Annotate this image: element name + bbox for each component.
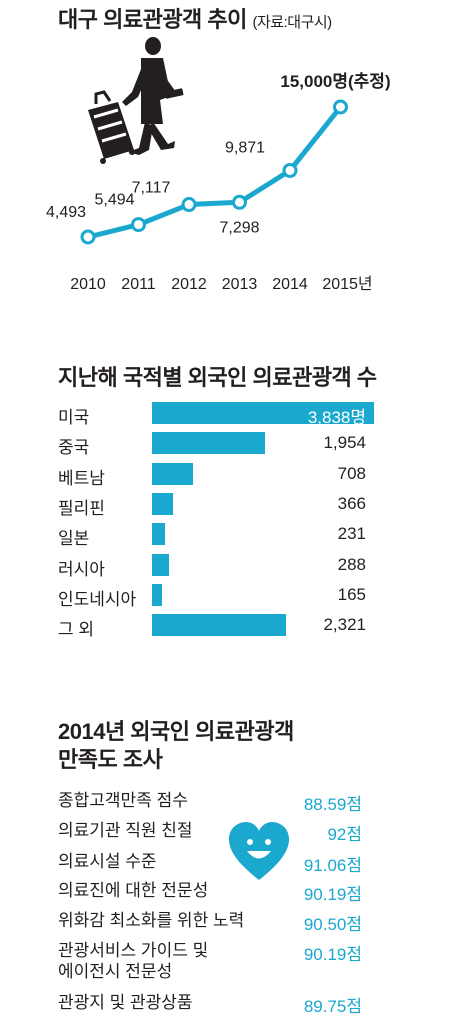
survey-unit: 점 [346,915,362,934]
bar-1 [152,432,266,455]
survey-item-value-3: 90.19점 [304,880,362,905]
survey-item-value-0: 88.59점 [304,790,362,815]
bar-7 [152,614,287,637]
line-data-label-4: 9,871 [225,139,265,156]
survey-item-2: 의료시설 수준 [58,851,157,872]
traveler-illustration [88,37,184,164]
bar-value-label-0: 3,838명 [307,408,366,427]
bar-2 [152,462,193,485]
bar-value-label-5: 288 [337,554,366,574]
line-point-5 [333,99,348,115]
bar-0 [152,402,374,424]
bar-category-label-0: 미국 [58,408,90,427]
bar-category-label-4: 일본 [58,529,90,549]
survey-item-5: 관광서비스 가이드 및 에이전시 전문성 [58,940,208,982]
line-series [85,104,343,240]
bar-value-label-7: 2,321 [323,615,366,635]
survey-value: 89.75 [303,997,347,1016]
x-tick-label-2: 2012 [171,276,207,293]
survey-value: 90.19 [303,945,347,964]
x-tick-label-0: 2010 [70,276,106,293]
line-point-0 [80,229,96,245]
survey-item-label: 의료진에 대한 전문성 [58,881,209,900]
survey-item-6: 관광지 및 관광상품 [58,992,193,1013]
survey-value: 92 [327,825,347,844]
bar-value-label-2: 708 [337,463,366,483]
survey-item-3: 의료진에 대한 전문성 [58,880,208,901]
survey-item-0: 종합고객만족 점수 [58,790,188,811]
line-data-label-3: 7,298 [219,219,259,236]
survey-unit: 점 [346,795,362,814]
survey-item-label: 의료시설 수준 [58,852,157,871]
survey-item-label-line1: 관광서비스 가이드 및 [58,941,209,960]
survey-title-line1: 2014년 외국인 의료관광객 [58,719,294,744]
bar-value-label-4: 231 [337,524,366,544]
x-tick-label-4: 2014 [272,276,308,293]
survey-item-label: 의료기관 직원 친절 [58,821,193,840]
survey-item-1: 의료기관 직원 친절 [58,820,193,841]
survey-unit: 점 [346,997,362,1016]
line-chart: 4,493 2010 5,494 2011 7,117 2012 7,298 2013 9,87… [46,37,391,293]
line-point-4 [282,162,298,178]
survey-title: 2014년 외국인 의료관광객 만족도 조사 [58,718,294,774]
survey-item-label-line2: 에이전시 전문성 [58,962,173,981]
survey-unit: 점 [346,825,362,844]
line-point-1 [131,217,146,233]
bar-value-label-3: 366 [337,493,366,513]
line-data-label-1: 5,494 [94,192,134,209]
survey-item-label: 위화감 최소화를 위한 노력 [58,911,245,930]
survey-item-value-5: 90.19점 [304,940,362,965]
bar-value-label-6: 165 [337,584,366,604]
survey-unit: 점 [346,856,362,875]
line-chart-title: 대구 의료관광객 추이 (자료:대구시) [58,2,332,34]
bar-chart-title: 지난해 국적별 외국인 의료관광객 수 [58,365,377,390]
bar-5 [152,553,169,576]
bar-category-label-6: 인도네시아 [58,589,137,609]
line-point-2 [181,197,197,213]
line-data-label-2: 7,117 [132,180,171,197]
source-note: (자료:대구시) [252,14,333,31]
line-data-label-5: 15,000명(추정) [280,72,390,91]
survey-unit: 점 [346,945,362,964]
survey-value: 88.59 [303,795,347,814]
bar-category-label-7: 그 외 [58,620,95,640]
line-chart-title-text: 대구 의료관광객 추이 [58,7,247,32]
survey-item-value-4: 90.50점 [304,910,362,935]
survey-value: 90.19 [303,885,347,904]
bar-6 [152,583,162,606]
survey-item-value-1: 92점 [327,820,362,845]
survey-item-value-2: 91.06점 [304,851,362,876]
bar-category-label-3: 필리핀 [58,498,105,518]
survey-item-4: 위화감 최소화를 위한 노력 [58,910,244,931]
bar-3 [152,492,174,515]
survey-item-label: 종합고객만족 점수 [58,791,188,810]
x-tick-label-1: 2011 [121,276,156,293]
survey-value: 90.50 [303,915,347,934]
survey-value: 91.06 [303,856,347,875]
survey-title-line2: 만족도 조사 [58,747,163,772]
bar-value-label-1: 1,954 [323,433,366,453]
survey-unit: 점 [346,885,362,904]
bar-4 [152,523,166,546]
survey-item-value-6: 89.75점 [304,992,362,1017]
line-point-3 [232,194,247,210]
x-tick-label-3: 2013 [222,276,258,293]
bar-category-label-1: 중국 [58,438,90,458]
survey-item-label: 관광지 및 관광상품 [58,993,193,1012]
x-tick-label-5: 2015년 [322,275,372,293]
line-data-label-0: 4,493 [46,204,86,221]
bar-category-label-5: 러시아 [58,559,105,579]
smiling-heart-icon [229,822,289,880]
bar-category-label-2: 베트남 [58,468,105,488]
